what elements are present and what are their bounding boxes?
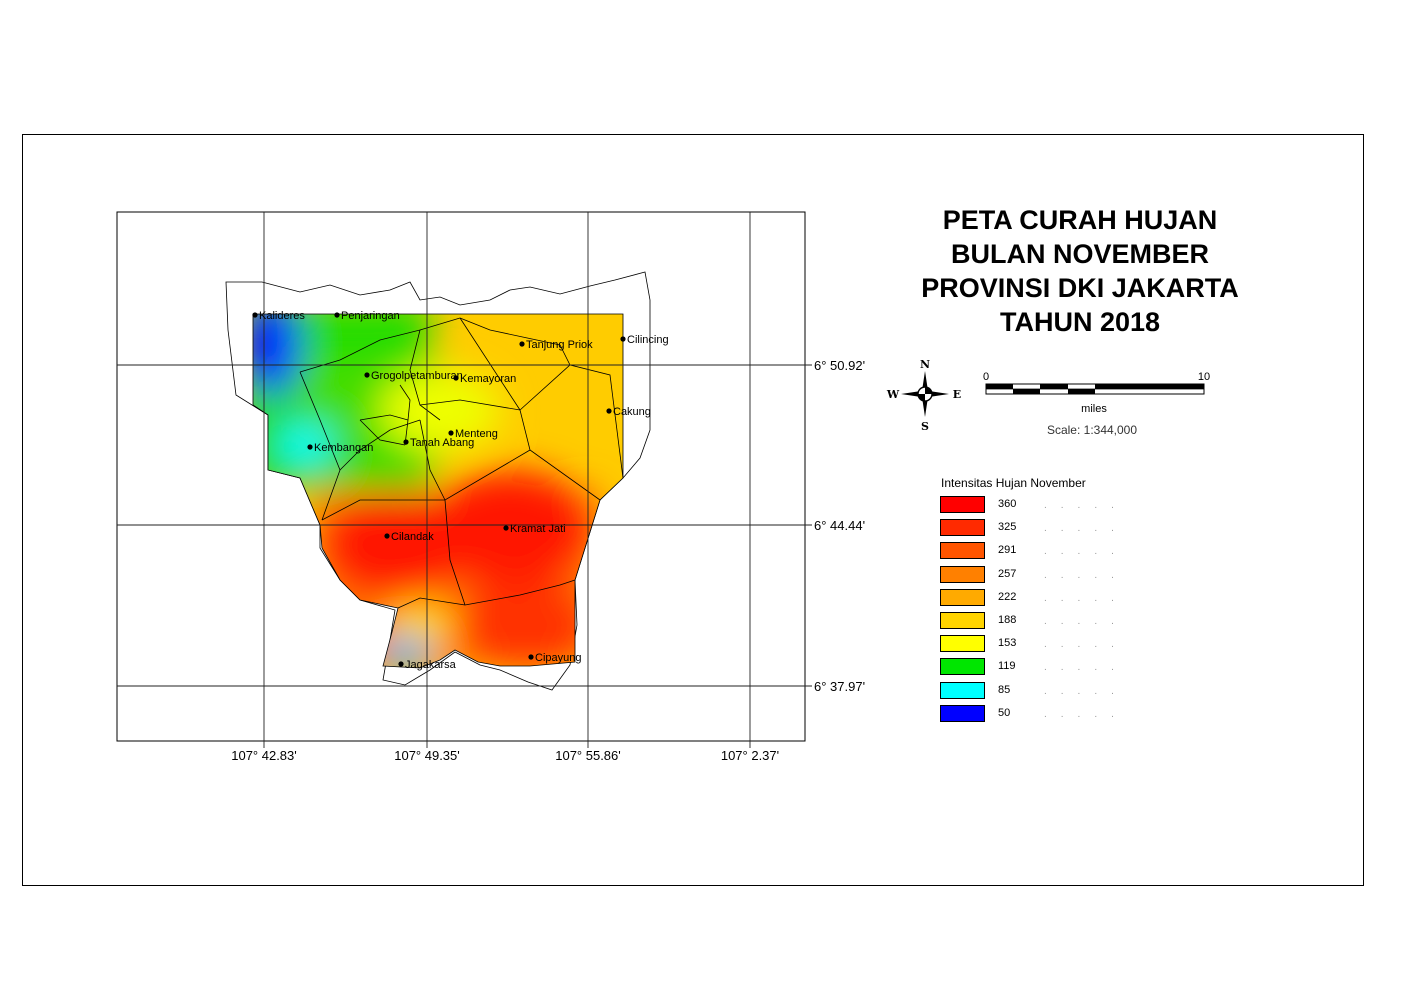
title-line-3: PROVINSI DKI JAKARTA [921,273,1239,303]
station-label-menteng: Menteng [455,428,498,440]
legend-dot-grid: ..... [1044,685,1128,697]
legend-label: 153 [998,637,1017,650]
legend-item: 188..... [940,612,1114,632]
legend-dot-grid: ..... [1044,639,1128,651]
station-dot-grogolpetamburan [364,372,370,378]
legend-dot-grid: ..... [1044,662,1128,674]
station-label-cilandak: Cilandak [391,531,434,543]
scale-bar: 0 10 miles Scale: 1:344,000 [982,368,1212,438]
station-label-penjaringan: Penjaringan [341,310,400,322]
station-label-cipayung: Cipayung [535,652,581,664]
station-label-grogolpetamburan: Grogolpetamburan [371,370,463,382]
legend-item: 257..... [940,565,1114,586]
station-label-cakung: Cakung [613,406,651,418]
legend-title: Intensitas Hujan November [941,476,1086,490]
legend-label: 222 [998,590,1017,603]
scale-end-label: 10 [1198,371,1210,383]
legend-item: 325..... [940,519,1114,539]
scale-ratio-label: Scale: 1:344,000 [1047,423,1137,437]
station-dot-cakung [606,408,612,414]
scale-unit-label: miles [1081,403,1107,415]
legend-label: 360 [998,498,1017,510]
east-letter: E [953,388,961,401]
station-label-kembangan: Kembangan [314,442,373,454]
legend-dot-grid: ..... [1044,569,1128,581]
legend-dot-grid: ..... [1044,500,1128,511]
station-dot-menteng [448,430,454,436]
lat-label-1: 6° 50.92' [814,358,865,373]
station-label-jagakarsa: Jagakarsa [405,659,457,671]
station-dot-cilincing [620,336,626,342]
legend-label: 50 [998,706,1011,719]
station-dot-cilandak [384,533,390,539]
legend-swatch [940,496,985,513]
legend-label: 119 [998,660,1016,673]
station-dot-kembangan [307,444,313,450]
station-dot-jagakarsa [398,661,404,667]
legend-swatch [940,612,985,629]
legend-label: 188 [998,614,1017,626]
legend-item: 291..... [940,542,1114,562]
legend-dot-grid: ..... [1044,616,1128,627]
legend-label: 325 [998,521,1017,534]
lat-label-2: 6° 44.44' [814,518,865,533]
west-letter: W [886,388,900,401]
legend-dot-grid: ..... [1044,708,1128,720]
title-line-4: TAHUN 2018 [999,307,1161,337]
legend-dot-grid: ..... [1044,592,1128,604]
station-dot-cipayung [528,654,534,660]
station-label-tanah-abang: Tanah Abang [410,437,474,449]
station-label-kalideres: Kalideres [259,310,305,322]
station-label-cilincing: Cilincing [627,334,669,346]
legend-swatch [940,681,985,699]
north-arrow-icon: N S W E [886,358,961,432]
station-label-tanjung-priok: Tanjung Priok [526,339,593,351]
legend-item: 85..... [940,681,1114,702]
district-boundaries [252,313,624,669]
station-dot-tanah-abang [403,439,409,445]
legend-swatch [940,588,985,606]
legend-dot-grid: ..... [1044,546,1128,558]
title-line-2: BULAN NOVEMBER [950,239,1209,269]
legend-item: 153..... [940,635,1114,655]
legend-swatch [940,519,985,537]
legend-item: 50..... [940,704,1114,725]
station-dot-kemayoran [453,375,459,381]
lon-label-3: 107° 55.86' [555,748,621,763]
legend-swatch [940,658,985,676]
legend-label: 85 [998,683,1011,696]
legend-swatch [940,635,985,653]
legend-item: 360..... [940,496,1114,516]
station-dot-penjaringan [334,312,340,318]
lon-label-2: 107° 49.35' [394,748,460,763]
station-label-kemayoran: Kemayoran [460,373,516,385]
station-dot-kramat-jati [503,525,509,531]
legend-item: 222..... [940,588,1114,609]
legend-swatch [940,542,985,560]
north-letter: N [920,358,930,371]
south-letter: S [921,420,929,432]
scale-start-label: 0 [983,371,989,383]
layout-frame [22,134,1364,886]
graticule [117,212,812,748]
station-dot-tanjung-priok [519,341,525,347]
station-dot-kalideres [252,312,258,318]
legend-swatch [940,565,985,583]
lon-label-1: 107° 42.83' [231,748,297,763]
lat-label-3: 6° 37.97' [814,679,865,694]
station-label-kramat-jati: Kramat Jati [510,523,566,535]
lon-label-4: 107° 2.37' [721,748,779,763]
title-line-1: PETA CURAH HUJAN [942,205,1218,235]
legend: Intensitas Hujan November 360..... 325...… [932,473,1118,741]
stations: Kalideres Penjaringan Tanjung Priok Cili… [252,310,669,671]
legend-dot-grid: ..... [1044,523,1128,535]
legend-label: 291 [998,544,1017,557]
legend-label: 257 [998,567,1017,580]
map-title: PETA CURAH HUJAN BULAN NOVEMBER PROVINSI… [880,203,1280,339]
legend-swatch [940,704,985,722]
legend-item: 119..... [940,658,1114,678]
